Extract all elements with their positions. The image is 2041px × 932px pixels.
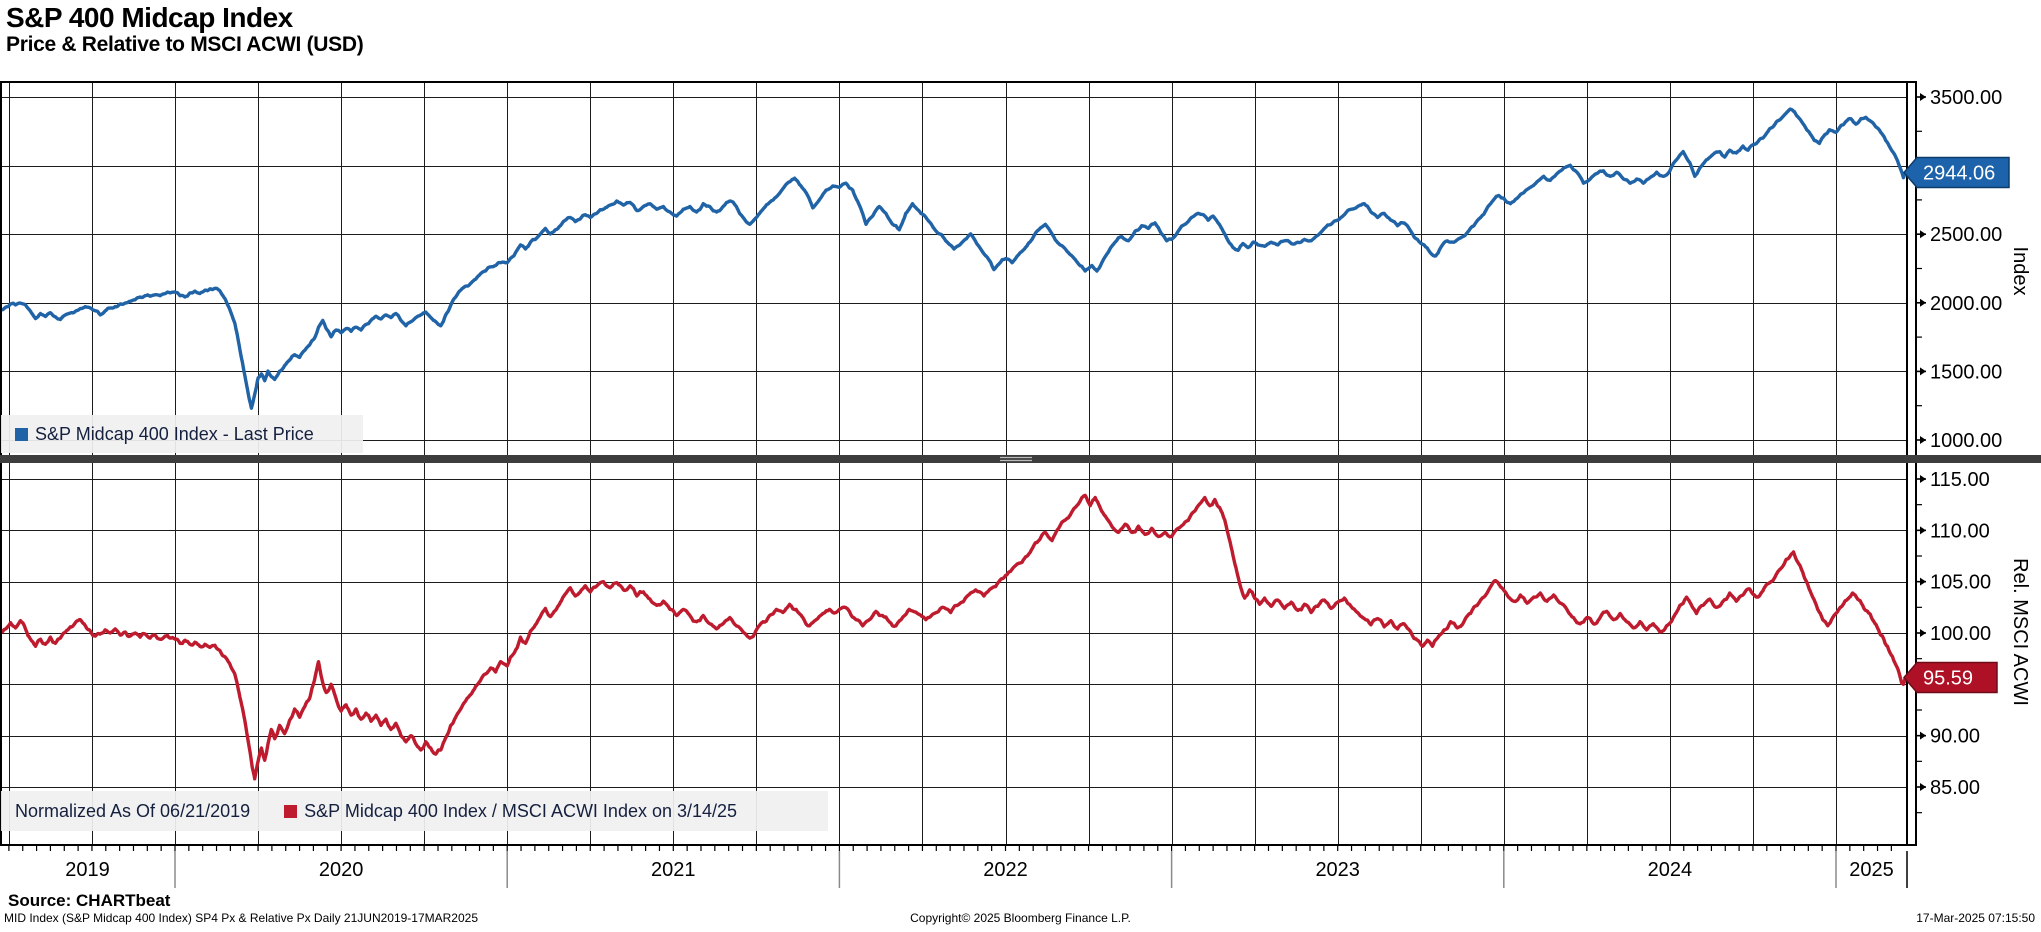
year-label: 2019 bbox=[65, 859, 110, 881]
last-rel-value: 95.59 bbox=[1923, 668, 1973, 690]
rel-y-axis: 115.00 110.00 105.00 100.00 90.00 85.00 bbox=[1916, 469, 1991, 814]
relative-legend: Normalized As Of 06/21/2019 S&P Midcap 4… bbox=[1, 791, 828, 831]
last-price-badge: 2944.06 bbox=[1903, 156, 2010, 189]
relative-legend-label: S&P Midcap 400 Index / MSCI ACWI Index o… bbox=[304, 800, 738, 821]
normalized-note-label: Normalized As Of 06/21/2019 bbox=[15, 800, 251, 821]
price-line bbox=[1, 107, 1907, 410]
rel-y-tick-label: 115.00 bbox=[1930, 469, 1990, 491]
year-label: 2022 bbox=[983, 859, 1028, 881]
copyright-note: Copyright© 2025 Bloomberg Finance L.P. bbox=[910, 911, 1131, 925]
price-y-tick-label: 1500.00 bbox=[1930, 361, 2002, 383]
chart-description: MID Index (S&P Midcap 400 Index) SP4 Px … bbox=[4, 911, 479, 925]
price-y-axis: 3500.003000.002500.002000.001500.001000.… bbox=[1916, 87, 2002, 452]
relative-series-swatch-icon bbox=[284, 804, 298, 818]
plot-borders bbox=[0, 81, 1917, 846]
timestamp: 17-Mar-2025 07:15:50 bbox=[1916, 911, 2035, 925]
status-bar: MID Index (S&P Midcap 400 Index) SP4 Px … bbox=[0, 911, 2041, 932]
price-legend-label: S&P Midcap 400 Index - Last Price bbox=[35, 423, 314, 444]
rel-line bbox=[1, 493, 1907, 781]
price-y-tick-label: 2000.00 bbox=[1930, 293, 2002, 315]
rel-y-tick-label: 100.00 bbox=[1930, 623, 1991, 645]
year-label: 2020 bbox=[319, 859, 364, 881]
rel-y-tick-label: 105.00 bbox=[1930, 572, 1991, 594]
price-y-tick-label: 3500.00 bbox=[1930, 87, 2002, 109]
rel-y-tick-label: 85.00 bbox=[1930, 777, 1980, 799]
relative-legend-item: S&P Midcap 400 Index / MSCI ACWI Index o… bbox=[284, 801, 737, 822]
relative-axis-title: Rel. MSCI ACWI bbox=[2009, 558, 2031, 706]
price-axis-title: Index bbox=[2009, 246, 2031, 296]
year-label: 2025 bbox=[1849, 859, 1894, 881]
source-note: Source: CHARTbeat bbox=[8, 891, 171, 910]
price-legend-item: S&P Midcap 400 Index - Last Price bbox=[15, 424, 314, 445]
rel-y-tick-label: 110.00 bbox=[1930, 520, 1990, 542]
x-axis: 2019 2020 2021 2022 2023 2024 2025 bbox=[8, 845, 1908, 888]
year-label: 2021 bbox=[651, 859, 696, 881]
gridlines bbox=[1, 82, 1907, 845]
normalized-note: Normalized As Of 06/21/2019 bbox=[15, 801, 250, 822]
price-legend: S&P Midcap 400 Index - Last Price bbox=[1, 415, 363, 453]
page-subtitle: Price & Relative to MSCI ACWI (USD) bbox=[6, 33, 364, 56]
price-y-tick-label: 1000.00 bbox=[1930, 430, 2002, 452]
price-y-tick-label: 2500.00 bbox=[1930, 224, 2002, 246]
panel-separator bbox=[0, 455, 2041, 463]
chart-generated-layer: 3500.003000.002500.002000.001500.001000.… bbox=[0, 81, 2041, 888]
last-rel-badge: 95.59 bbox=[1903, 661, 1998, 694]
separator-grip-icon[interactable] bbox=[1000, 456, 1032, 462]
rel-y-tick-label: 90.00 bbox=[1930, 726, 1980, 748]
year-label: 2023 bbox=[1315, 859, 1360, 881]
page-title: S&P 400 Midcap Index bbox=[6, 2, 293, 33]
year-label: 2024 bbox=[1648, 859, 1693, 881]
price-series-swatch-icon bbox=[15, 427, 28, 441]
last-price-value: 2944.06 bbox=[1923, 163, 1995, 185]
